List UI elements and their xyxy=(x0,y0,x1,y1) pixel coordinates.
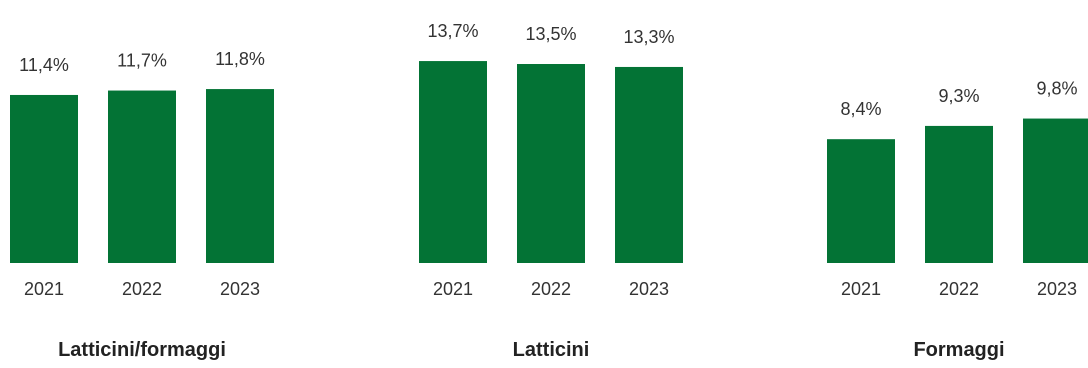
x-tick-label: 2022 xyxy=(531,279,571,299)
bar-2023 xyxy=(1023,118,1088,263)
data-label: 8,4% xyxy=(840,99,881,119)
bar-2023 xyxy=(615,66,683,263)
bar-2022 xyxy=(925,125,993,263)
data-label: 11,8% xyxy=(215,49,265,69)
bar-2021 xyxy=(10,94,78,264)
data-label: 13,5% xyxy=(525,24,576,44)
x-tick-label: 2021 xyxy=(841,279,881,299)
panel-title: Formaggi xyxy=(913,339,1004,361)
bar-2022 xyxy=(108,90,176,264)
chart-panel-2: 13,7% 2021 13,5% 2022 13,3% 2023 Latticini xyxy=(419,21,683,361)
bar-2021 xyxy=(827,139,895,263)
panel-title: Latticini/formaggi xyxy=(58,339,226,361)
bar-2021 xyxy=(419,61,487,264)
data-label: 11,7% xyxy=(117,51,167,71)
panel-title: Latticini xyxy=(513,339,590,361)
data-label: 9,8% xyxy=(1036,79,1077,99)
data-label: 13,7% xyxy=(427,21,478,41)
x-tick-label: 2023 xyxy=(1037,279,1077,299)
x-tick-label: 2023 xyxy=(220,279,260,299)
x-tick-label: 2021 xyxy=(433,279,473,299)
x-tick-label: 2022 xyxy=(939,279,979,299)
data-label: 9,3% xyxy=(938,86,979,106)
data-label: 13,3% xyxy=(623,27,674,47)
bar-2022 xyxy=(517,64,585,263)
data-label: 11,4% xyxy=(19,55,69,75)
x-tick-label: 2021 xyxy=(24,279,64,299)
chart-panel-1: 11,4% 2021 11,7% 2022 11,8% 2023 Latticini/for… xyxy=(10,49,274,361)
x-tick-label: 2023 xyxy=(629,279,669,299)
bar-2023 xyxy=(206,89,274,264)
x-tick-label: 2022 xyxy=(122,279,162,299)
chart-panel-3: 8,4% 2021 9,3% 2022 9,8% 2023 Formaggi xyxy=(827,79,1088,361)
